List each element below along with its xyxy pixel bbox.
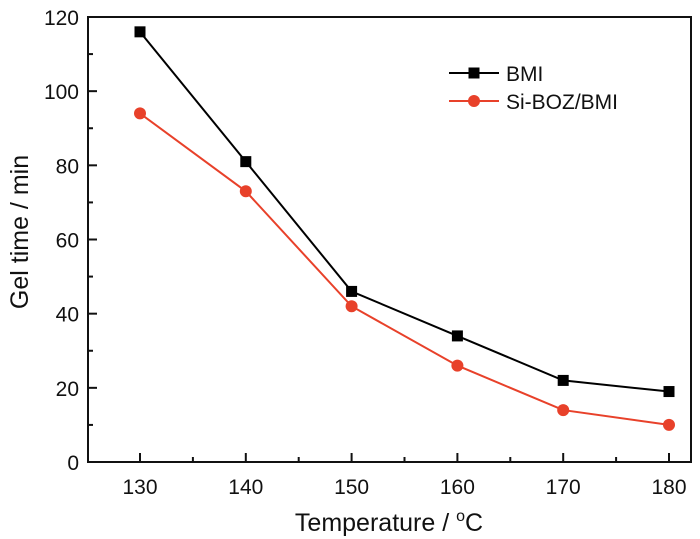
y-tick-label: 20: [56, 378, 79, 401]
y-axis-title: Gel time / min: [6, 155, 34, 309]
x-tick-label: 140: [228, 476, 263, 499]
x-axis-title-unit: C: [465, 509, 483, 537]
x-tick-label: 170: [546, 476, 581, 499]
series-layer: [134, 26, 675, 431]
x-tick-label: 180: [651, 476, 686, 499]
plot-border: [87, 16, 692, 463]
legend-label: Si-BOZ/BMI: [506, 91, 618, 114]
series-line-bmi: [139, 31, 670, 393]
y-tick-label: 120: [44, 7, 79, 30]
series-line-si-boz-bmi: [139, 112, 670, 426]
x-tick-label: 160: [440, 476, 475, 499]
series-si-boz-bmi: [134, 107, 675, 431]
series-bmi: [134, 26, 675, 398]
y-tick-label: 60: [56, 230, 79, 253]
data-point-circle: [239, 185, 252, 198]
y-tick-label: 0: [67, 452, 79, 475]
legend-label: BMI: [506, 63, 543, 86]
data-point-square: [451, 330, 463, 342]
data-point-square: [346, 285, 358, 297]
y-axis-ticks: 0 20 40 60 80 100 120: [44, 7, 97, 475]
y-tick-label: 80: [56, 155, 79, 178]
x-axis-title: Temperature / oC: [295, 508, 483, 537]
legend-item-bmi: BMI: [449, 63, 543, 86]
x-axis-ticks: 130 140 150 160 170 180: [122, 453, 687, 499]
data-point-circle: [134, 107, 146, 120]
data-point-circle: [663, 418, 675, 431]
legend-marker-square: [468, 67, 480, 79]
data-point-square: [240, 156, 252, 168]
x-tick-label: 130: [122, 476, 157, 499]
plot-frame: [87, 16, 692, 463]
legend: BMI Si-BOZ/BMI: [449, 63, 618, 114]
data-point-square: [557, 374, 569, 386]
y-tick-label: 40: [56, 304, 79, 327]
degree-symbol: o: [456, 508, 465, 525]
legend-marker-circle: [468, 95, 480, 107]
data-point-square: [663, 386, 675, 398]
data-point-circle: [451, 359, 464, 372]
x-tick-label: 150: [334, 476, 369, 499]
legend-item-si-boz-bmi: Si-BOZ/BMI: [449, 91, 618, 114]
data-point-square: [134, 26, 146, 38]
x-axis-title-text: Temperature /: [295, 509, 456, 537]
data-point-circle: [345, 300, 358, 313]
data-point-circle: [557, 404, 570, 417]
y-tick-label: 100: [44, 81, 79, 104]
